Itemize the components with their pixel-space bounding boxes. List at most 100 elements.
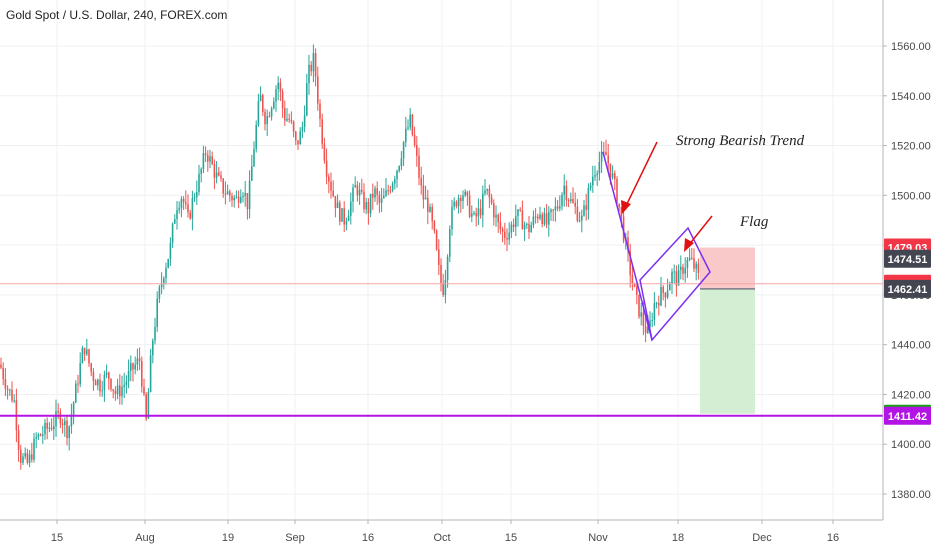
candle-body (75, 383, 77, 403)
candle-body (638, 294, 640, 317)
candle-body (288, 118, 290, 121)
candle-body (218, 172, 220, 176)
candle-body (402, 142, 405, 159)
x-tick-label: Nov (588, 532, 608, 544)
candle-body (297, 140, 299, 145)
candle-body (477, 208, 480, 217)
candle-body (2, 367, 4, 379)
candle-body (449, 229, 451, 257)
candle-body (339, 202, 341, 222)
candle-body (20, 449, 22, 463)
candle-body (396, 170, 398, 180)
candle-body (598, 161, 601, 174)
candle-body (325, 160, 328, 177)
candle-body (242, 195, 244, 198)
candle-body (644, 325, 647, 333)
candle-body (83, 347, 86, 355)
candle-body (266, 116, 268, 125)
candle-body (240, 197, 242, 203)
candle-body (490, 197, 493, 204)
annotation-flag: Flag (739, 214, 769, 230)
candle-body (422, 185, 425, 200)
candle-body (101, 390, 103, 392)
candle-body (185, 202, 187, 205)
candle-body (691, 257, 693, 259)
candle-body (647, 326, 649, 333)
candle-body (420, 177, 422, 186)
candle-body (517, 209, 519, 217)
candle-body (187, 204, 189, 213)
candle-body (607, 155, 609, 164)
candle-body (136, 358, 139, 365)
candle-body (273, 101, 275, 109)
candle-body (108, 372, 110, 379)
candle-body (556, 206, 559, 209)
candle-body (317, 76, 319, 104)
candle-body (119, 385, 121, 397)
candle-body (411, 114, 414, 135)
annotations: Strong Bearish Trend Flag (676, 133, 805, 230)
candle-body (59, 412, 62, 424)
candle-body (286, 118, 288, 121)
candle-body (70, 414, 73, 427)
candle-body (110, 378, 112, 390)
candle-body (552, 209, 554, 211)
candle-body (589, 185, 592, 189)
candle-body (68, 426, 70, 439)
candle-body (416, 144, 418, 156)
candle-body (475, 212, 477, 217)
candle-body (438, 249, 440, 265)
candle-body (200, 168, 202, 174)
candle-body (174, 219, 176, 224)
candle-body (356, 185, 359, 196)
candle-body (125, 381, 128, 385)
candle-body (196, 191, 198, 198)
candle-body (545, 213, 548, 225)
candle-body (488, 188, 491, 198)
candle-body (39, 434, 42, 436)
candle-body (17, 430, 20, 450)
price-tag-support-price: 1411.42 (884, 406, 931, 425)
candle-body (152, 340, 154, 356)
candle-body (332, 190, 334, 197)
candle-body (79, 363, 81, 385)
candle-body (114, 390, 117, 395)
candle-body (497, 214, 499, 223)
candle-body (684, 268, 686, 274)
candle-body (352, 187, 354, 202)
candle-body (512, 224, 515, 227)
x-tick-label: 15 (51, 532, 63, 544)
candle-body (501, 229, 504, 232)
candle-body (354, 185, 356, 188)
candle-body (435, 230, 438, 250)
candle-body (581, 215, 583, 221)
x-tick-label: Aug (135, 532, 155, 544)
candle-body (462, 195, 464, 201)
candle-body (165, 267, 167, 279)
candle-body (614, 173, 616, 179)
candle-body (504, 231, 506, 239)
candle-body (169, 242, 172, 260)
candle-body (530, 225, 532, 233)
chart-title: Gold Spot / U.S. Dollar, 240, FOREX.com (6, 8, 227, 22)
candle-body (662, 286, 664, 293)
candle-body (363, 191, 365, 210)
candle-body (618, 203, 620, 208)
candle-body (519, 209, 521, 211)
candle-body (53, 426, 55, 430)
candle-body (398, 166, 400, 171)
candle-body (484, 190, 486, 194)
candle-body (574, 202, 576, 207)
candle-body (596, 173, 598, 176)
candle-body (264, 111, 266, 125)
candle-body (697, 263, 700, 273)
x-tick-label: Oct (433, 532, 450, 544)
candle-body (46, 422, 48, 429)
candle-body (138, 358, 141, 362)
candle-body (427, 197, 429, 212)
candle-body (334, 196, 337, 209)
candle-body (374, 188, 376, 198)
candle-body (94, 380, 97, 386)
